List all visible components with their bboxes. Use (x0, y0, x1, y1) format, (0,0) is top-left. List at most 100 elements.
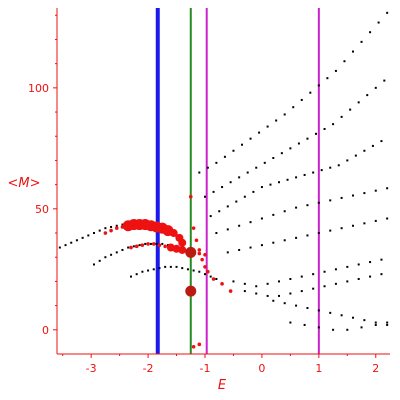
data-point (386, 187, 389, 190)
data-point (232, 149, 235, 152)
data-point (346, 159, 349, 162)
data-point (220, 282, 224, 286)
data-point (204, 195, 206, 198)
data-point (178, 245, 187, 254)
data-point (188, 194, 193, 199)
data-point (300, 275, 303, 278)
data-point (151, 242, 156, 246)
data-point (346, 280, 349, 283)
data-point (272, 241, 275, 244)
data-point (175, 265, 178, 268)
data-point (226, 251, 229, 254)
data-point (194, 238, 199, 243)
data-point (263, 161, 266, 164)
data-point (340, 314, 343, 317)
data-point (343, 60, 346, 63)
data-point (260, 186, 263, 189)
data-point (295, 304, 298, 307)
data-point (75, 239, 78, 242)
data-point (138, 244, 141, 247)
data-point (215, 232, 218, 235)
data-point (197, 251, 202, 256)
big-marker (185, 285, 197, 297)
data-point (323, 270, 326, 273)
data-point (289, 277, 292, 280)
data-point (192, 269, 195, 272)
data-point (329, 311, 332, 314)
data-point (115, 251, 118, 254)
data-point (223, 155, 226, 158)
data-point (209, 215, 212, 218)
data-point (283, 210, 286, 213)
data-point (238, 176, 241, 179)
data-point (386, 321, 389, 324)
data-point (334, 268, 337, 271)
data-point (204, 273, 206, 276)
data-point (115, 224, 118, 227)
data-point (93, 232, 95, 235)
data-point (241, 143, 243, 146)
data-point (163, 244, 167, 249)
data-point (340, 196, 343, 199)
data-point (141, 270, 144, 273)
data-point (300, 98, 303, 101)
data-point (266, 282, 269, 285)
data-point (352, 316, 354, 319)
data-point (312, 287, 315, 290)
data-point (334, 69, 337, 72)
data-point (198, 270, 201, 273)
data-point (243, 282, 246, 285)
data-point (243, 290, 246, 293)
data-point (303, 323, 306, 326)
data-point (135, 273, 138, 276)
data-point (283, 239, 286, 242)
data-point (295, 236, 298, 239)
data-point (278, 280, 280, 283)
x-tick-label: 2 (372, 362, 379, 375)
data-point (197, 342, 202, 347)
data-point (346, 328, 349, 331)
data-point (354, 154, 357, 157)
data-point (283, 113, 286, 116)
data-point (357, 277, 360, 280)
data-point (181, 267, 184, 270)
data-point (312, 273, 315, 276)
data-point (374, 219, 377, 222)
data-point (164, 265, 167, 268)
data-point (198, 171, 201, 174)
data-point (103, 231, 108, 235)
black-points (58, 11, 389, 331)
data-point (300, 290, 303, 293)
data-point (317, 84, 320, 87)
data-point (186, 268, 189, 271)
data-point (352, 194, 354, 197)
data-point (269, 183, 272, 186)
data-point (206, 269, 210, 274)
data-point (226, 228, 229, 231)
data-point (346, 265, 349, 268)
data-point (371, 144, 374, 147)
data-point (249, 246, 252, 249)
y-axis-title: <M> (7, 176, 40, 191)
data-point (280, 152, 283, 155)
data-point (363, 192, 366, 195)
x-tick-label: -3 (86, 362, 97, 375)
data-point (369, 261, 372, 264)
data-point (289, 147, 292, 150)
data-point (215, 277, 218, 280)
data-point (215, 161, 218, 164)
x-axis-title: E (218, 378, 227, 393)
data-point (127, 246, 130, 249)
data-point (114, 226, 119, 230)
data-point (272, 157, 275, 160)
data-point (64, 244, 67, 247)
data-point (320, 169, 323, 172)
x-ticks: -3 -2 -1 0 1 2 (62, 354, 379, 375)
big-marker (185, 246, 197, 258)
data-point (386, 11, 389, 14)
y-tick-label: 0 (42, 324, 49, 337)
data-point (169, 229, 178, 238)
data-point (374, 86, 377, 89)
data-point (255, 285, 258, 288)
